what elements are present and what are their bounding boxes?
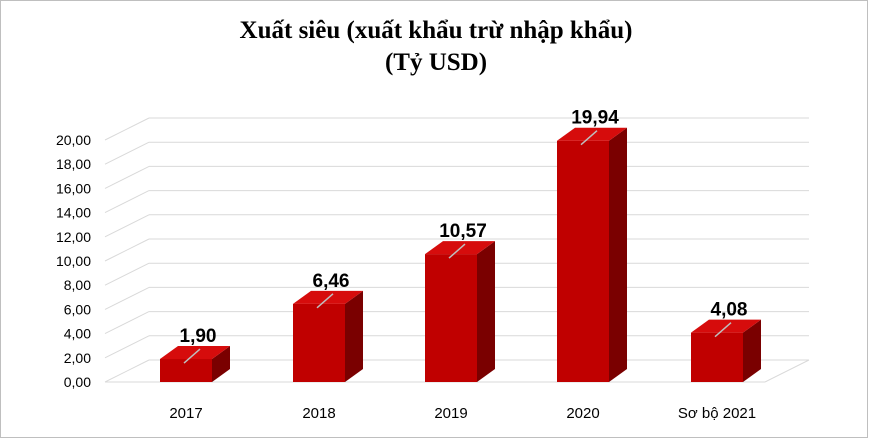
bar-2018: [293, 290, 363, 382]
bar-2017: [160, 346, 230, 382]
chart-title: Xuất siêu (xuất khẩu trừ nhập khẩu): [239, 17, 633, 44]
data-label-leader: [580, 130, 598, 146]
gridline-side: [104, 311, 150, 335]
chart-title-block: Xuất siêu (xuất khẩu trừ nhập khẩu) (Tỷ …: [1, 15, 870, 79]
y-tick-label: 4,00: [64, 326, 91, 342]
bar-front: [160, 359, 212, 382]
y-tick-label: 2,00: [64, 350, 91, 366]
data-label-leader: [448, 243, 466, 259]
gridline-side: [104, 214, 150, 238]
chart-subtitle: (Tỷ USD): [384, 49, 488, 76]
bar-2020: [557, 127, 627, 382]
gridline-side: [104, 286, 150, 310]
data-label: 4,08: [711, 300, 748, 321]
bar-side: [743, 319, 761, 382]
data-label: 6,46: [313, 271, 350, 292]
bars: [160, 127, 761, 382]
x-tick-label: 2020: [566, 405, 599, 422]
bar-side: [609, 127, 627, 382]
gridline-side: [104, 141, 150, 165]
bar-side: [212, 346, 230, 382]
bar-side: [477, 241, 495, 382]
y-tick-label: 16,00: [56, 180, 91, 196]
y-tick-label: 0,00: [64, 374, 91, 390]
gridline-side: [104, 335, 150, 359]
gridline-side: [104, 262, 150, 286]
y-tick-label: 12,00: [56, 229, 91, 245]
bar-front: [557, 140, 609, 382]
y-tick-label: 14,00: [56, 205, 91, 221]
bar-side: [345, 290, 363, 382]
data-label-leader: [183, 348, 201, 364]
y-tick-label: 10,00: [56, 253, 91, 269]
x-tick-label: 2018: [302, 405, 335, 422]
data-labels: 1,90 6,46 10,57 19,94 4,08: [180, 108, 748, 347]
x-axis-labels: 2017 2018 2019 2020 Sơ bộ 2021: [169, 405, 756, 422]
y-axis-ticks: 0,00 2,00 4,00 6,00 8,00 10,00 12,00 14,00 16,00…: [56, 132, 91, 390]
data-label: 1,90: [180, 326, 217, 347]
floor-right-edge: [764, 359, 810, 383]
bar-2019: [425, 241, 495, 382]
bar-front: [691, 332, 743, 382]
y-tick-label: 18,00: [56, 156, 91, 172]
gridline-side: [104, 359, 150, 383]
gridline-side: [104, 238, 150, 262]
gridline-side: [104, 165, 150, 189]
bar-Sơ bộ 2021: [691, 319, 761, 382]
data-label-leader: [714, 322, 732, 338]
data-label: 10,57: [439, 221, 487, 242]
gridline-side: [104, 190, 150, 214]
x-tick-label: 2017: [169, 405, 202, 422]
bar-front: [425, 254, 477, 382]
data-label: 19,94: [571, 108, 619, 129]
bar-front: [293, 303, 345, 382]
data-label-leader: [316, 293, 334, 309]
gridline-side: [104, 117, 150, 141]
y-tick-label: 6,00: [64, 301, 91, 317]
x-tick-label: 2019: [434, 405, 467, 422]
x-tick-label: Sơ bộ 2021: [678, 405, 756, 422]
y-tick-label: 20,00: [56, 132, 91, 148]
y-tick-label: 8,00: [64, 277, 91, 293]
